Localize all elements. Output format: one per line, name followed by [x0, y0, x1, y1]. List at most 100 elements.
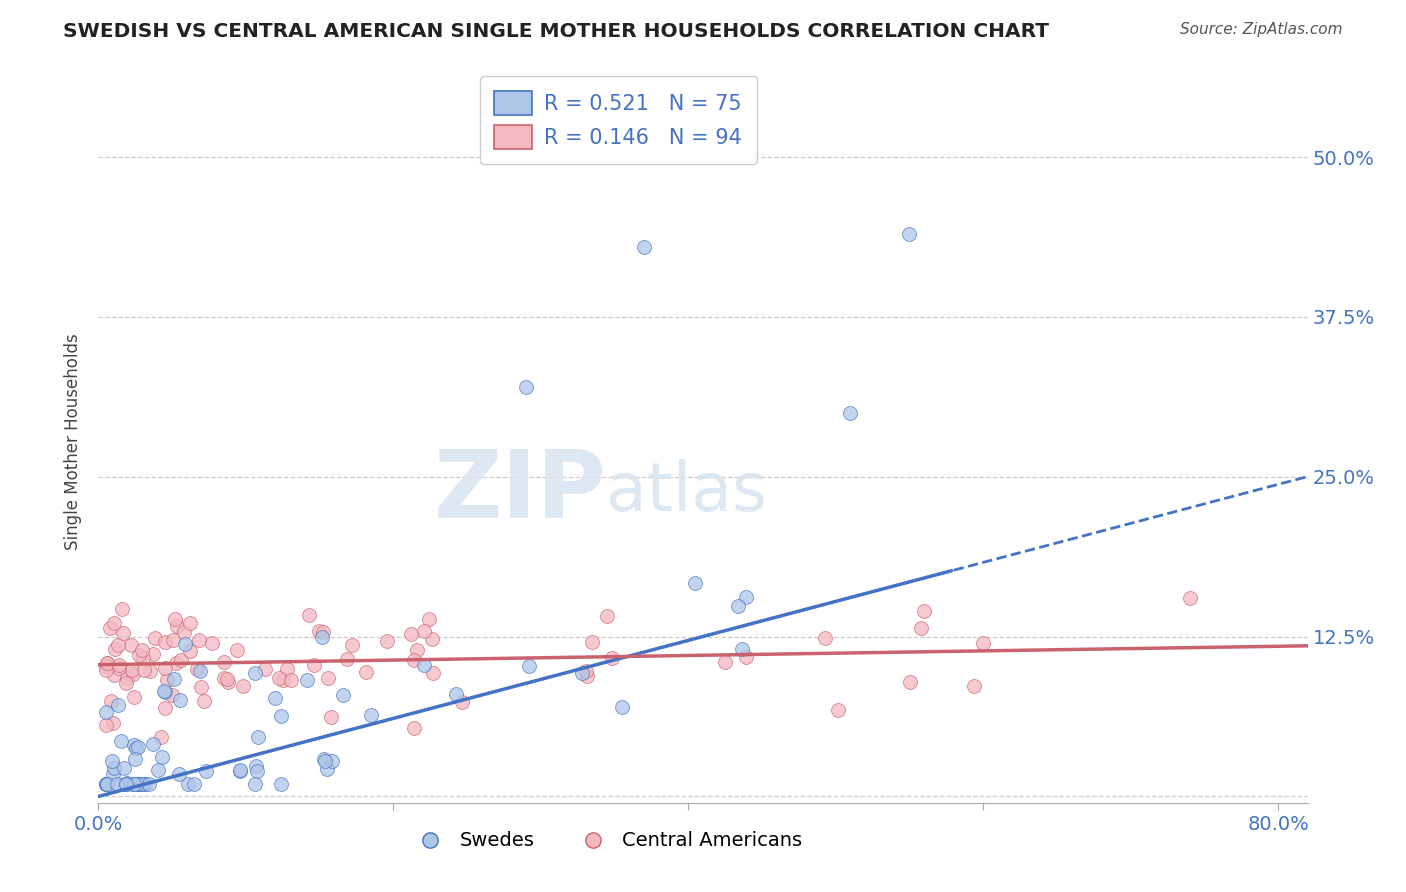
Point	[273, 673, 295, 687]
Point	[731, 641, 754, 656]
Point	[96, 656, 118, 670]
Point	[399, 627, 422, 641]
Point	[190, 680, 212, 694]
Point	[103, 667, 125, 681]
Point	[96, 657, 118, 671]
Point	[94, 663, 117, 677]
Point	[321, 754, 343, 768]
Point	[131, 651, 153, 665]
Point	[610, 699, 633, 714]
Point	[295, 673, 318, 688]
Point	[128, 648, 150, 662]
Point	[713, 655, 735, 669]
Point	[153, 661, 176, 675]
Point	[963, 679, 986, 693]
Point	[600, 650, 623, 665]
Point	[156, 673, 179, 688]
Point	[229, 764, 252, 778]
Point	[245, 776, 267, 790]
Point	[167, 766, 190, 780]
Point	[354, 665, 377, 679]
Text: ZIP: ZIP	[433, 446, 606, 538]
Point	[312, 625, 335, 640]
Point	[128, 776, 150, 790]
Point	[215, 672, 238, 686]
Point	[101, 716, 124, 731]
Point	[112, 626, 135, 640]
Point	[105, 776, 128, 790]
Point	[515, 380, 537, 394]
Point	[122, 666, 145, 681]
Point	[603, 150, 626, 164]
Point	[94, 659, 117, 673]
Point	[225, 643, 247, 657]
Point	[153, 635, 176, 649]
Point	[101, 766, 124, 780]
Point	[298, 607, 321, 622]
Point	[131, 776, 153, 790]
Point	[173, 625, 195, 640]
Point	[124, 741, 146, 756]
Point	[122, 738, 145, 752]
Point	[107, 698, 129, 712]
Point	[270, 708, 292, 723]
Point	[246, 764, 269, 778]
Point	[131, 643, 153, 657]
Point	[165, 656, 187, 670]
Point	[214, 655, 236, 669]
Point	[581, 635, 603, 649]
Point	[114, 776, 136, 790]
Point	[898, 675, 921, 690]
Point	[342, 638, 364, 652]
Point	[735, 650, 758, 665]
Point	[134, 776, 156, 790]
Point	[814, 631, 837, 645]
Point	[139, 664, 162, 678]
Point	[114, 776, 136, 790]
Point	[910, 621, 932, 635]
Point	[253, 662, 276, 676]
Point	[194, 764, 217, 779]
Point	[232, 679, 254, 693]
Point	[312, 752, 335, 766]
Point	[134, 663, 156, 677]
Point	[683, 576, 706, 591]
Point	[418, 612, 440, 626]
Point	[152, 684, 174, 698]
Point	[898, 227, 921, 241]
Point	[311, 630, 333, 644]
Point	[727, 599, 749, 614]
Point	[229, 764, 252, 779]
Point	[108, 657, 131, 672]
Point	[212, 671, 235, 685]
Point	[163, 612, 186, 626]
Point	[316, 671, 339, 685]
Point	[179, 643, 201, 657]
Point	[406, 643, 429, 657]
Point	[571, 665, 593, 680]
Point	[155, 701, 177, 715]
Point	[179, 616, 201, 631]
Point	[735, 590, 758, 604]
Point	[166, 619, 188, 633]
Point	[264, 691, 287, 706]
Point	[101, 754, 124, 768]
Point	[1178, 591, 1201, 606]
Text: atlas: atlas	[606, 459, 768, 525]
Point	[150, 731, 173, 745]
Point	[188, 664, 211, 678]
Point	[269, 671, 291, 685]
Point	[103, 616, 125, 631]
Point	[319, 710, 342, 724]
Point	[839, 406, 862, 420]
Point	[132, 776, 155, 790]
Point	[170, 653, 193, 667]
Point	[595, 608, 617, 623]
Point	[103, 761, 125, 775]
Point	[308, 624, 330, 639]
Point	[100, 694, 122, 708]
Point	[94, 705, 117, 719]
Point	[450, 695, 472, 709]
Point	[94, 776, 117, 790]
Point	[143, 631, 166, 645]
